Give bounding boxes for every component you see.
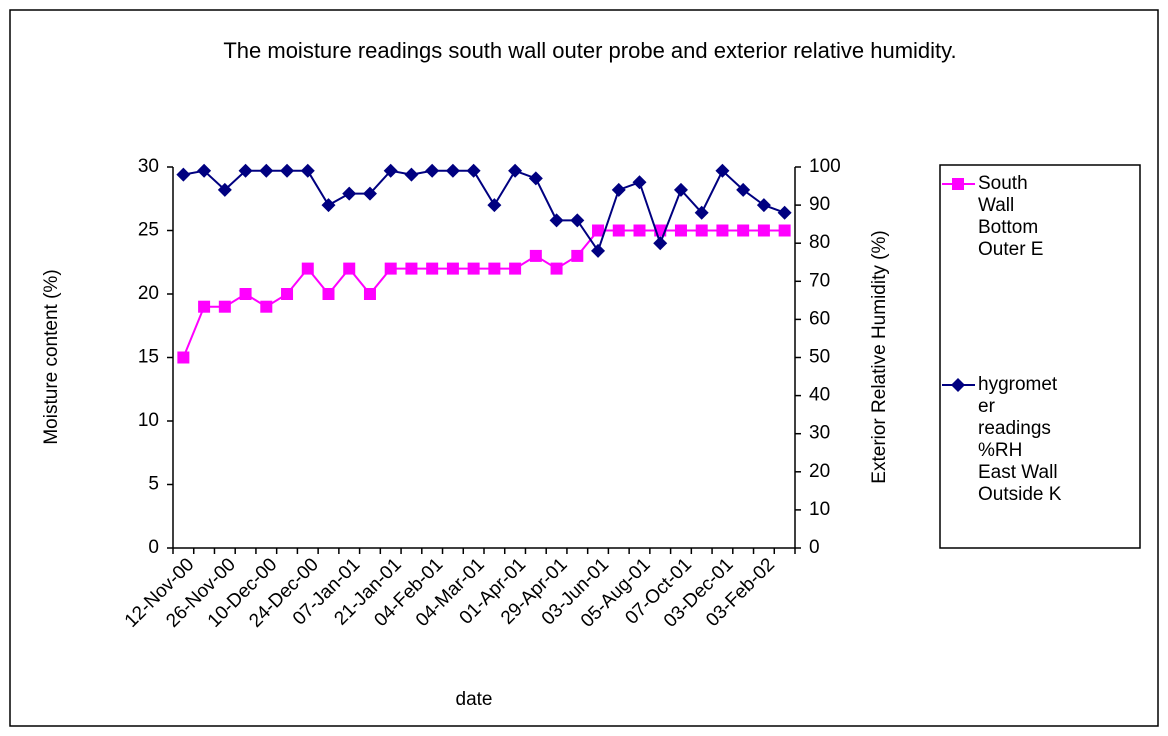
y2-tick-label: 60 xyxy=(809,308,830,329)
x-axis-title: date xyxy=(456,689,493,710)
data-point xyxy=(342,186,357,201)
legend-swatch xyxy=(951,378,965,392)
data-point xyxy=(281,288,294,300)
data-point xyxy=(550,262,563,275)
data-point xyxy=(405,262,418,275)
data-point xyxy=(674,224,687,237)
data-point xyxy=(778,224,791,237)
data-point xyxy=(425,163,440,178)
data-point xyxy=(633,224,646,237)
data-point xyxy=(591,243,606,258)
legend-label: South Wall Bottom Outer E xyxy=(978,173,1044,260)
y2-tick-label: 20 xyxy=(809,461,830,482)
data-point xyxy=(509,262,522,275)
data-point xyxy=(611,182,626,197)
data-point xyxy=(673,182,688,197)
y-tick-label: 10 xyxy=(138,410,159,431)
data-point xyxy=(756,198,771,213)
legend-label: hygrometer readings %RH East Wall Outsid… xyxy=(978,374,1062,505)
data-point xyxy=(508,163,523,178)
data-point xyxy=(384,262,397,275)
y2-tick-label: 30 xyxy=(809,423,830,444)
data-point xyxy=(488,262,501,275)
legend-box xyxy=(939,164,1141,549)
y2-tick-label: 0 xyxy=(809,537,820,558)
data-point xyxy=(426,262,439,275)
data-point xyxy=(404,167,419,182)
data-point xyxy=(217,182,232,197)
data-point xyxy=(445,163,460,178)
data-point xyxy=(632,175,647,190)
data-point xyxy=(177,351,190,364)
y-axis-title: Moisture content (%) xyxy=(41,269,62,444)
data-point xyxy=(446,262,459,275)
data-point xyxy=(757,224,770,237)
data-point xyxy=(197,163,212,178)
y2-tick-label: 70 xyxy=(809,270,830,291)
data-point xyxy=(695,224,708,237)
data-point xyxy=(653,236,668,251)
data-point xyxy=(198,300,211,313)
y2-tick-label: 50 xyxy=(809,347,830,368)
data-point xyxy=(343,262,356,275)
data-point xyxy=(321,198,336,213)
y-tick-label: 30 xyxy=(138,156,159,177)
data-point xyxy=(238,163,253,178)
data-point xyxy=(529,249,542,262)
y-tick-label: 0 xyxy=(148,537,159,558)
data-point xyxy=(612,224,625,237)
data-point xyxy=(715,163,730,178)
data-point xyxy=(280,163,295,178)
data-point xyxy=(322,288,335,300)
y2-tick-label: 80 xyxy=(809,232,830,253)
data-point xyxy=(570,213,585,228)
data-point xyxy=(300,163,315,178)
y2-axis-title: Exterior Relative Humidity (%) xyxy=(869,230,890,483)
data-point xyxy=(549,213,564,228)
data-point xyxy=(259,163,274,178)
data-point xyxy=(466,163,481,178)
data-point xyxy=(239,288,252,300)
data-point xyxy=(694,205,709,220)
data-point xyxy=(716,224,729,237)
y2-tick-label: 10 xyxy=(809,499,830,520)
data-point xyxy=(737,224,750,237)
data-point xyxy=(260,300,273,313)
data-point xyxy=(487,198,502,213)
y2-tick-label: 100 xyxy=(809,156,841,177)
y-tick-label: 15 xyxy=(138,347,159,368)
data-point xyxy=(592,224,605,237)
data-point xyxy=(571,249,584,262)
data-point xyxy=(736,182,751,197)
legend-swatch xyxy=(952,178,964,190)
data-point xyxy=(528,171,543,186)
y-tick-label: 20 xyxy=(138,283,159,304)
data-point xyxy=(301,262,314,275)
data-point xyxy=(467,262,480,275)
y2-tick-label: 90 xyxy=(809,194,830,215)
y-tick-label: 5 xyxy=(148,474,159,495)
chart-title: The moisture readings south wall outer p… xyxy=(223,38,957,63)
data-point xyxy=(383,163,398,178)
data-point xyxy=(218,300,231,313)
data-point xyxy=(362,186,377,201)
y-tick-label: 25 xyxy=(138,220,159,241)
data-point xyxy=(777,205,792,220)
data-point xyxy=(176,167,191,182)
data-point xyxy=(363,288,376,300)
y2-tick-label: 40 xyxy=(809,385,830,406)
